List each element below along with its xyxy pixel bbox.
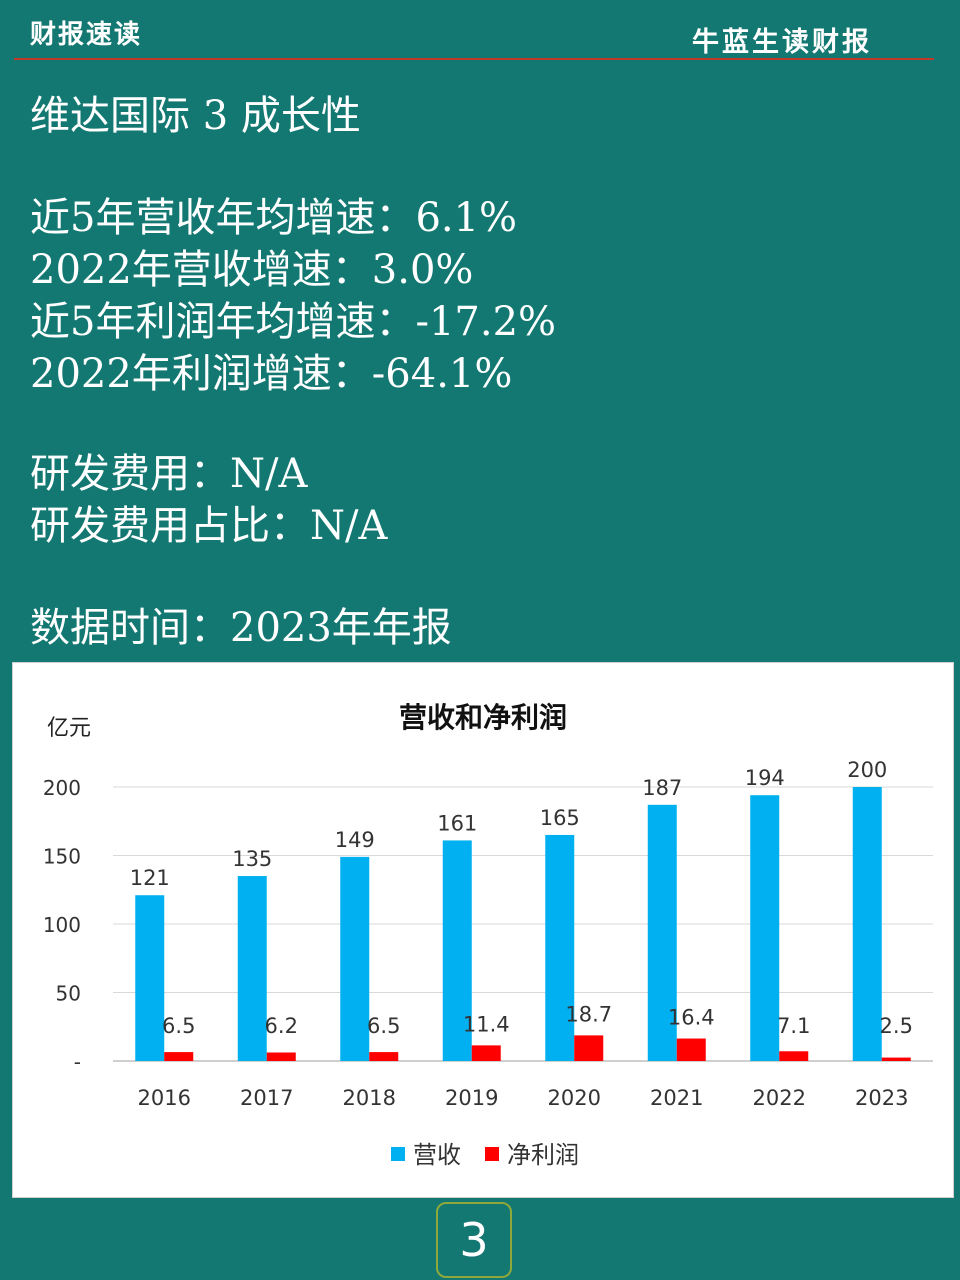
- header-right-title: 牛蓝生读财报: [692, 27, 872, 58]
- data-label-revenue-2019: 161: [437, 811, 477, 835]
- x-tick-label-2017: 2017: [240, 1086, 293, 1110]
- bar-net-profit-2018: [369, 1052, 399, 1061]
- bar-net-profit-2021: [676, 1038, 706, 1061]
- bar-net-profit-2020: [574, 1035, 604, 1061]
- y-axis-label: 亿元: [47, 716, 91, 741]
- page-number-badge: 3: [436, 1202, 512, 1278]
- bar-net-profit-2022: [779, 1051, 809, 1061]
- y-tick-label-100: 100: [43, 913, 81, 937]
- data-label-revenue-2021: 187: [642, 776, 682, 800]
- y-tick-label-150: 150: [43, 845, 81, 869]
- rd-ratio-line: 研发费用占比：N/A: [30, 503, 388, 549]
- data-time-line: 数据时间：2023年年报: [30, 605, 452, 651]
- legend-label-net-profit: 净利润: [507, 1141, 579, 1169]
- revenue-profit-chart: 营收和净利润 亿元 - 50 100 150 200 2016 121 6.5 2017 135 6.2…: [43, 701, 933, 1169]
- bar-revenue-2023: [852, 787, 882, 1061]
- data-label-net-profit-2016: 6.5: [162, 1014, 195, 1038]
- bar-revenue-2018: [340, 856, 370, 1061]
- bar-revenue-2017: [237, 876, 267, 1061]
- x-tick-label-2022: 2022: [753, 1086, 806, 1110]
- bar-revenue-2022: [750, 795, 780, 1061]
- chart-title: 营收和净利润: [399, 701, 567, 734]
- bar-net-profit-2019: [471, 1045, 501, 1061]
- header-divider: [14, 58, 934, 60]
- legend-label-revenue: 营收: [413, 1141, 461, 1169]
- bar-net-profit-2016: [164, 1052, 194, 1061]
- x-tick-label-2019: 2019: [445, 1086, 498, 1110]
- bar-revenue-2021: [647, 804, 677, 1061]
- stat-line-profit-cagr: 近5年利润年均增速：-17.2%: [30, 299, 557, 345]
- x-tick-label-2016: 2016: [138, 1086, 191, 1110]
- data-label-net-profit-2022: 7.1: [777, 1014, 810, 1038]
- x-tick-label-2020: 2020: [548, 1086, 601, 1110]
- data-label-revenue-2017: 135: [232, 847, 272, 871]
- bar-net-profit-2023: [881, 1057, 911, 1061]
- stat-line-revenue-growth: 2022年营收增速：3.0%: [30, 247, 474, 293]
- legend-swatch-net-profit: [485, 1147, 499, 1161]
- data-label-revenue-2023: 200: [847, 758, 887, 782]
- x-tick-label-2023: 2023: [855, 1086, 908, 1110]
- x-tick-label-2018: 2018: [343, 1086, 396, 1110]
- data-label-net-profit-2018: 6.5: [367, 1014, 400, 1038]
- data-label-revenue-2018: 149: [335, 828, 375, 852]
- y-tick-label-0: -: [74, 1050, 81, 1074]
- bar-revenue-2016: [135, 895, 165, 1061]
- data-label-net-profit-2017: 6.2: [265, 1014, 298, 1038]
- legend-swatch-revenue: [391, 1147, 405, 1161]
- stat-line-profit-growth: 2022年利润增速：-64.1%: [30, 351, 513, 397]
- x-tick-label-2021: 2021: [650, 1086, 703, 1110]
- y-tick-label-200: 200: [43, 776, 81, 800]
- data-label-net-profit-2023: 2.5: [880, 1014, 913, 1038]
- data-label-net-profit-2019: 11.4: [463, 1012, 510, 1036]
- bar-revenue-2020: [545, 834, 575, 1061]
- bar-revenue-2019: [442, 840, 472, 1061]
- bar-net-profit-2017: [266, 1052, 296, 1061]
- data-label-revenue-2020: 165: [540, 806, 580, 830]
- data-label-net-profit-2021: 16.4: [668, 1006, 715, 1030]
- y-tick-label-50: 50: [56, 982, 81, 1006]
- data-label-revenue-2016: 121: [130, 866, 170, 890]
- page-heading: 维达国际 3 成长性: [30, 93, 361, 139]
- rd-expense-line: 研发费用：N/A: [30, 451, 308, 497]
- data-label-net-profit-2020: 18.7: [565, 1002, 612, 1026]
- stat-line-revenue-cagr: 近5年营收年均增速：6.1%: [30, 195, 518, 241]
- data-label-revenue-2022: 194: [745, 766, 785, 790]
- chart-panel: 营收和净利润 亿元 - 50 100 150 200 2016 121 6.5 2017 135 6.2…: [12, 662, 954, 1198]
- header-left-title: 财报速读: [30, 20, 143, 50]
